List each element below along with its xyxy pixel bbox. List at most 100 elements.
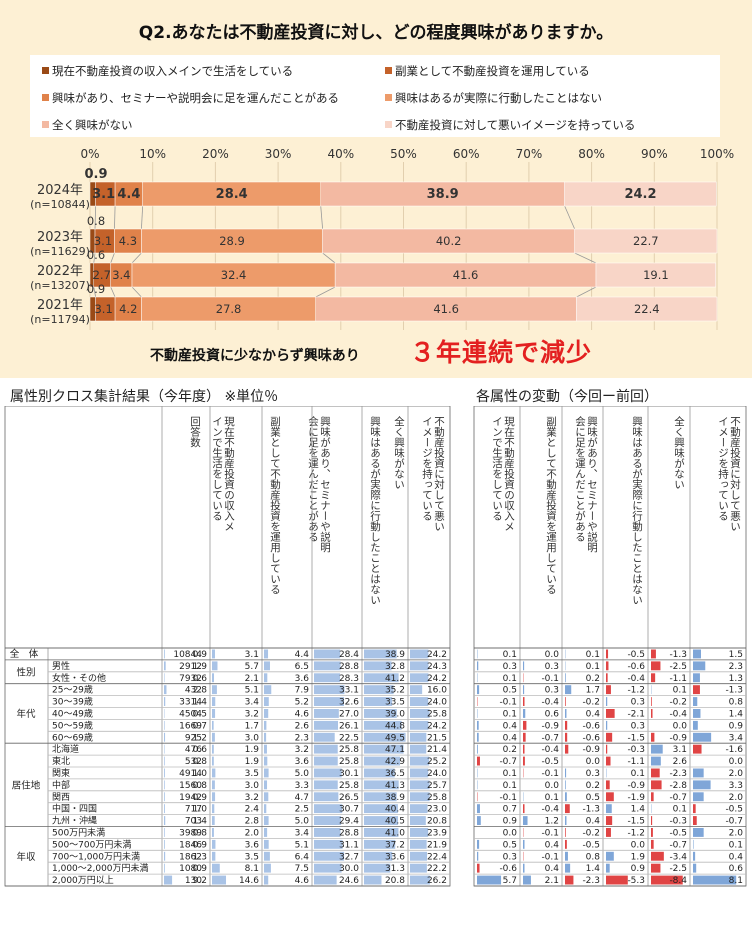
data-label: 0.8	[87, 214, 105, 228]
change-negative-bar	[651, 769, 660, 778]
value-cell: 0.9	[193, 793, 208, 803]
data-label: 24.2	[624, 187, 656, 202]
change-positive-bar	[477, 840, 479, 849]
value-data-bar	[212, 828, 214, 837]
legend-item: 全く興味がない	[42, 117, 133, 133]
value-cell: 5.2	[295, 698, 309, 708]
column-header: 全く興味がない	[393, 415, 405, 489]
value-cell: 8.1	[245, 864, 259, 874]
change-negative-bar	[606, 876, 628, 885]
change-cell: -2.5	[669, 662, 687, 672]
change-cell: 0.3	[503, 662, 517, 672]
change-column-header: 会に足を運んだことがある	[574, 415, 586, 542]
value-data-bar	[314, 876, 337, 885]
value-cell: 24.6	[339, 876, 359, 886]
change-positive-bar	[523, 685, 524, 694]
series-connector-line	[114, 206, 115, 229]
change-cell: 3.4	[729, 733, 744, 743]
value-cell: 0.9	[193, 650, 208, 660]
value-cell: 32.6	[339, 698, 359, 708]
change-positive-bar	[523, 840, 525, 849]
change-cell: -0.4	[541, 698, 559, 708]
change-column-header: 興味はあるが実際に行動したことはない	[631, 416, 643, 605]
change-cell: 0.4	[503, 733, 518, 743]
value-data-bar	[164, 852, 165, 861]
value-cell: 24.0	[427, 698, 447, 708]
column-header: 会に足を運んだことがある	[307, 415, 319, 542]
legend-swatch	[42, 94, 49, 101]
value-cell: 29.4	[339, 817, 359, 827]
value-cell: 30.0	[339, 864, 359, 874]
value-cell: 37.2	[385, 840, 405, 850]
change-cell: 0.3	[631, 721, 645, 731]
change-negative-bar	[565, 804, 570, 813]
change-cell: -0.7	[499, 757, 517, 767]
change-positive-bar	[693, 650, 701, 659]
value-cell: 3.6	[245, 840, 260, 850]
row-label: 関東	[52, 767, 70, 779]
value-cell: 33.6	[385, 852, 405, 862]
change-positive-bar	[606, 852, 614, 861]
series-connector-line	[132, 287, 141, 297]
change-positive-bar	[693, 721, 698, 730]
value-cell: 26.1	[339, 721, 359, 731]
value-data-bar	[410, 769, 428, 778]
legend-swatch	[385, 121, 392, 128]
data-label: 22.7	[633, 234, 659, 248]
x-tick-label: 40%	[327, 147, 354, 161]
change-cell: 1.2	[545, 817, 559, 827]
value-cell: 25.8	[339, 781, 359, 791]
row-label: 東北	[52, 755, 70, 767]
row-label: 30～39歳	[52, 696, 93, 708]
data-label: 41.6	[453, 268, 479, 282]
value-cell: 26.5	[339, 793, 359, 803]
x-tick-label: 0%	[80, 147, 99, 161]
value-cell: 16.0	[427, 686, 447, 696]
value-data-bar	[264, 757, 267, 766]
value-data-bar	[212, 673, 214, 682]
value-data-bar	[314, 816, 341, 825]
value-data-bar	[164, 745, 165, 754]
change-cell: 1.4	[586, 864, 601, 874]
change-negative-bar	[606, 733, 612, 742]
value-cell: 2.6	[295, 721, 310, 731]
value-data-bar	[264, 840, 269, 849]
change-negative-bar	[651, 673, 655, 682]
change-negative-bar	[606, 792, 614, 801]
category-label: 2023年	[37, 230, 83, 245]
value-cell: 28.8	[339, 829, 359, 839]
change-positive-bar	[565, 685, 571, 694]
change-cell: -0.6	[582, 733, 600, 743]
change-negative-bar	[565, 876, 573, 885]
change-cell: 0.4	[586, 817, 601, 827]
row-label: 女性・その他	[52, 672, 106, 684]
value-data-bar	[212, 876, 226, 885]
category-label: 2024年	[37, 183, 83, 198]
change-cell: 0.5	[503, 840, 517, 850]
value-cell: 0.5	[193, 710, 207, 720]
change-cell: -1.9	[627, 793, 645, 803]
change-negative-bar	[523, 745, 525, 754]
change-positive-bar	[565, 864, 570, 873]
change-column-header: 興味があり、セミナーや説明	[586, 416, 598, 553]
row-label: 700～1,000万円未満	[52, 850, 140, 862]
value-cell: 2.4	[245, 805, 260, 815]
legend-label: 現在不動産投資の収入メインで生活をしている	[52, 64, 293, 78]
value-data-bar	[264, 852, 270, 861]
value-data-bar	[212, 864, 220, 873]
value-data-bar	[212, 661, 217, 670]
change-negative-bar	[565, 828, 566, 837]
change-positive-bar	[693, 828, 704, 837]
change-cell: 0.1	[503, 650, 517, 660]
value-cell: 4.6	[295, 710, 310, 720]
value-cell: 0.7	[193, 721, 207, 731]
value-data-bar	[164, 685, 166, 694]
change-cell: 2.0	[729, 769, 744, 779]
change-cell: 0.6	[545, 710, 560, 720]
row-group-label: 年代	[16, 708, 36, 720]
change-cell: -1.2	[627, 686, 645, 696]
value-cell: 28.4	[339, 650, 359, 660]
value-cell: 2.8	[193, 686, 208, 696]
category-label: 2022年	[37, 264, 83, 279]
value-data-bar	[264, 673, 267, 682]
